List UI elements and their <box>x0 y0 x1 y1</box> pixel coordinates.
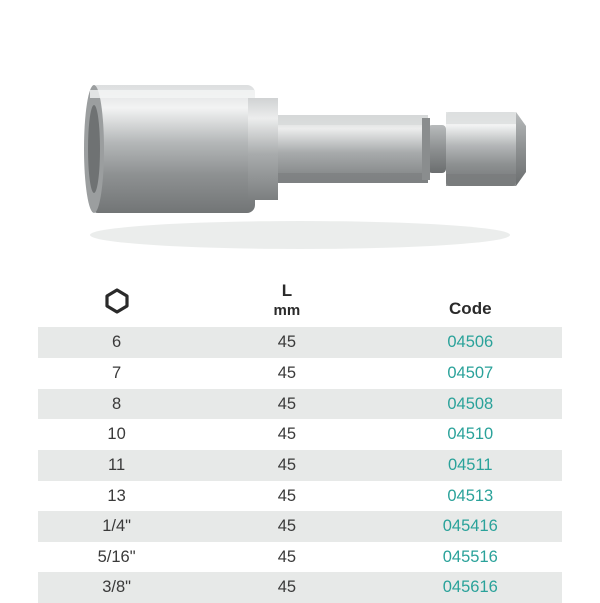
nut-driver-svg <box>50 30 550 260</box>
col-header-length: L mm <box>195 278 378 327</box>
cell-code: 045416 <box>379 511 562 542</box>
cell-length: 45 <box>195 542 378 573</box>
table-row: 5/16"45045516 <box>38 542 562 573</box>
table-row: 74504507 <box>38 358 562 389</box>
cell-code: 045616 <box>379 572 562 603</box>
table-row: 64504506 <box>38 327 562 358</box>
col-header-code: Code <box>379 278 562 327</box>
cell-size: 1/4" <box>38 511 195 542</box>
spec-table-element: L mm Code 645045067450450784504508104504… <box>38 278 562 603</box>
cell-length: 45 <box>195 389 378 420</box>
table-row: 84504508 <box>38 389 562 420</box>
cell-code: 04510 <box>379 419 562 450</box>
cell-length: 45 <box>195 450 378 481</box>
cell-length: 45 <box>195 572 378 603</box>
cell-length: 45 <box>195 511 378 542</box>
cell-length: 45 <box>195 419 378 450</box>
cell-size: 11 <box>38 450 195 481</box>
table-row: 134504513 <box>38 481 562 512</box>
cell-code: 04511 <box>379 450 562 481</box>
cell-code: 04513 <box>379 481 562 512</box>
length-unit: mm <box>274 302 301 319</box>
cell-code: 04508 <box>379 389 562 420</box>
table-header-row: L mm Code <box>38 278 562 327</box>
table-row: 1/4"45045416 <box>38 511 562 542</box>
table-row: 114504511 <box>38 450 562 481</box>
cell-size: 7 <box>38 358 195 389</box>
col-header-size <box>38 278 195 327</box>
cell-code: 04506 <box>379 327 562 358</box>
cell-length: 45 <box>195 327 378 358</box>
cell-length: 45 <box>195 481 378 512</box>
hexagon-icon <box>104 288 130 319</box>
cell-size: 8 <box>38 389 195 420</box>
cell-code: 04507 <box>379 358 562 389</box>
spec-table: L mm Code 645045067450450784504508104504… <box>38 278 562 603</box>
code-label: Code <box>449 299 492 318</box>
cell-size: 6 <box>38 327 195 358</box>
product-illustration <box>50 30 550 260</box>
cell-size: 13 <box>38 481 195 512</box>
table-body: 6450450674504507845045081045045101145045… <box>38 327 562 603</box>
table-row: 104504510 <box>38 419 562 450</box>
table-row: 3/8"45045616 <box>38 572 562 603</box>
cell-code: 045516 <box>379 542 562 573</box>
cell-size: 5/16" <box>38 542 195 573</box>
cell-size: 10 <box>38 419 195 450</box>
cell-length: 45 <box>195 358 378 389</box>
length-label: L <box>282 281 292 300</box>
cell-size: 3/8" <box>38 572 195 603</box>
